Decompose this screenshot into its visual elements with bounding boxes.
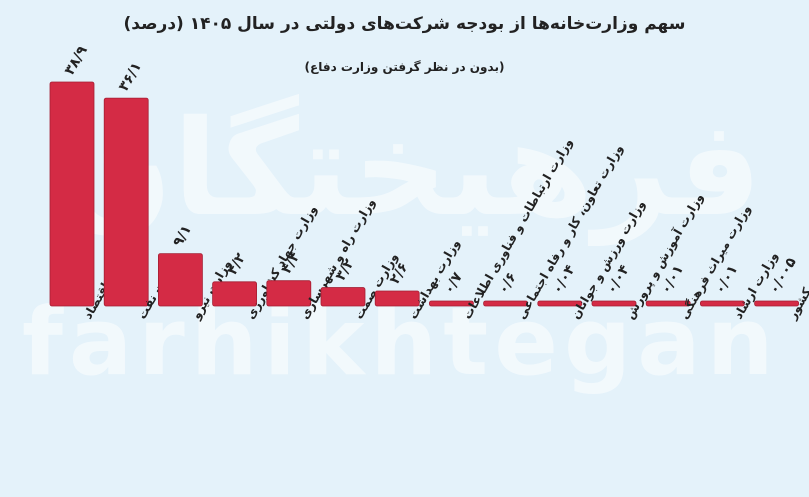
bar bbox=[157, 253, 203, 307]
bar-value-label: ۳۶/۱ bbox=[116, 59, 145, 94]
bar-value-label: ۹/۱ bbox=[170, 222, 195, 249]
bar bbox=[754, 300, 799, 307]
bar bbox=[483, 300, 529, 307]
bar bbox=[266, 280, 312, 307]
bar-value-label: ۳۸/۹ bbox=[62, 43, 91, 78]
bar bbox=[103, 97, 149, 307]
bar bbox=[49, 81, 95, 307]
chart-subtitle: (بدون در نظر گرفتن وزارت دفاع) bbox=[304, 60, 505, 74]
bar bbox=[428, 300, 474, 307]
chart-title: سهم وزارت‌خانه‌ها از بودجه شرکت‌های دولت… bbox=[123, 14, 686, 34]
category-label: وزارت تعاون، کار و رفاه اجتماعی bbox=[514, 142, 627, 322]
category-label: وزارت صمت bbox=[351, 250, 401, 322]
bar bbox=[700, 300, 745, 307]
bar bbox=[320, 287, 366, 307]
bar bbox=[591, 300, 637, 307]
bar bbox=[537, 300, 583, 307]
bar bbox=[374, 290, 420, 307]
bar bbox=[212, 281, 258, 307]
bar bbox=[645, 300, 691, 307]
